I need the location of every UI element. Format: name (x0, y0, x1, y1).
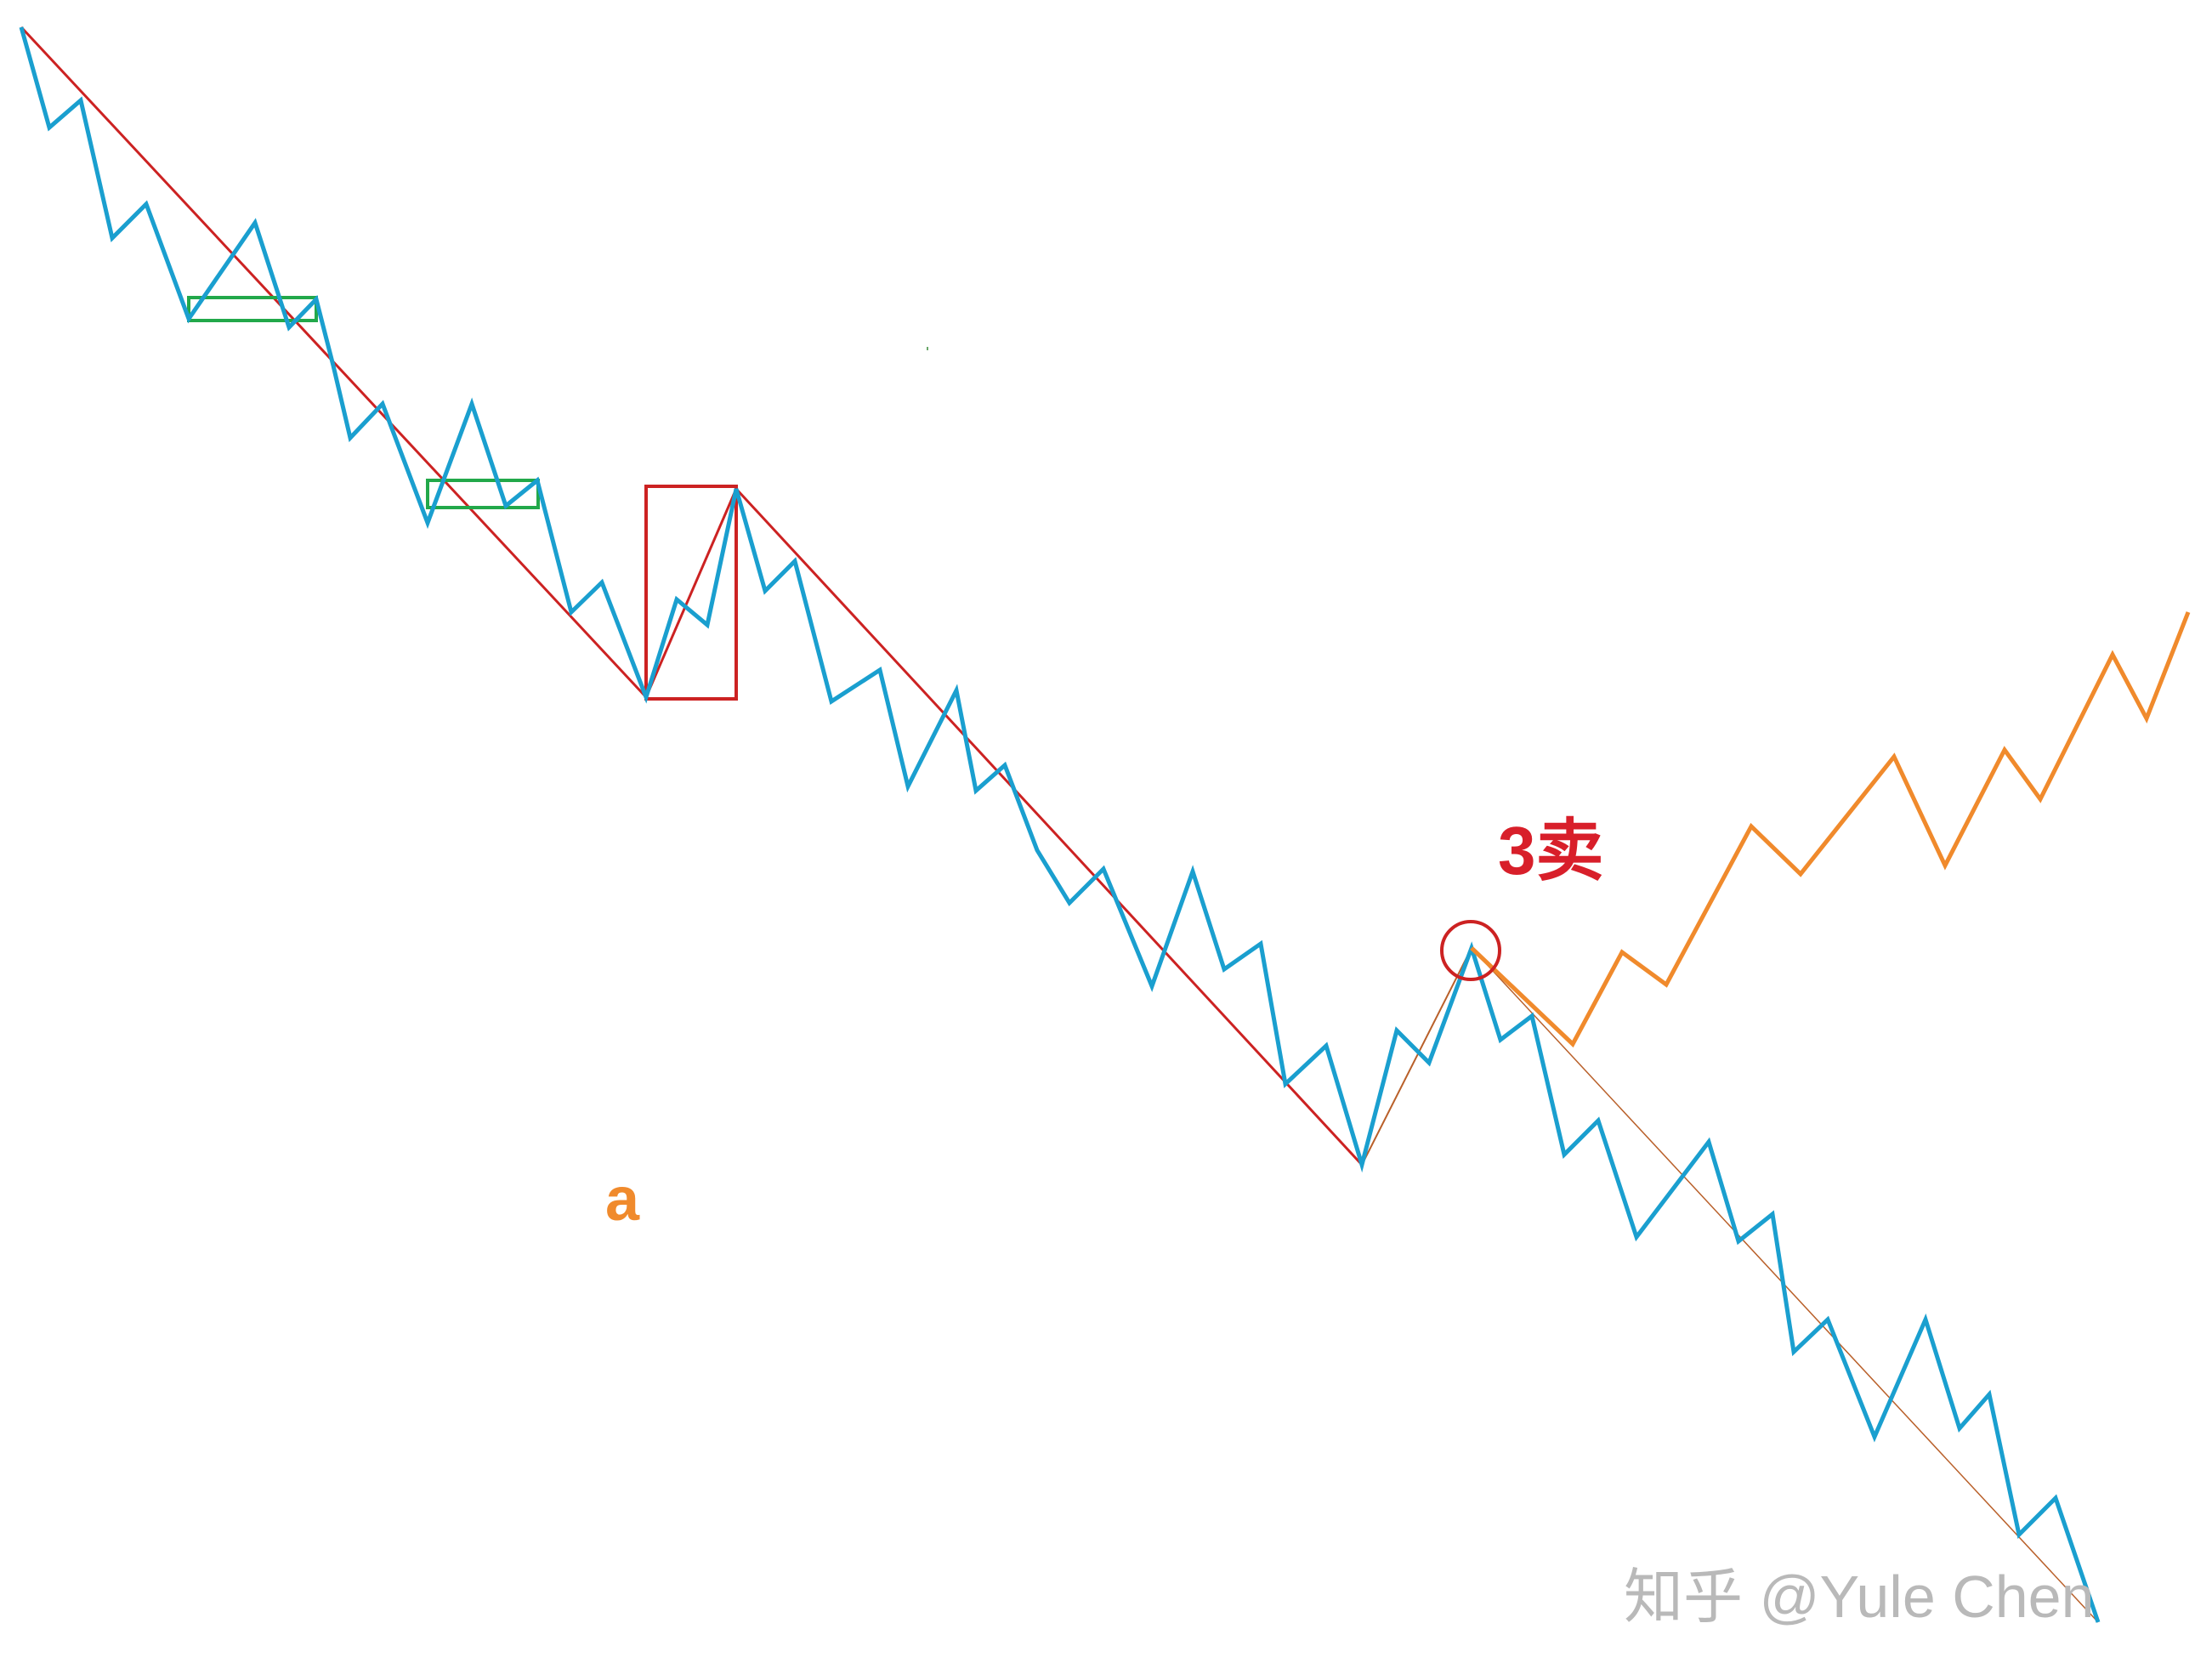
pivot-box-red (644, 485, 738, 701)
trend-line-down-2 (735, 487, 1364, 1166)
stray-dot (927, 347, 928, 350)
pivot-box-green-2 (426, 479, 540, 509)
three-sell-label: 3卖 (1498, 813, 1604, 888)
alternative-path (1470, 611, 2191, 1048)
three-sell-marker (1440, 920, 1501, 981)
trend-line-rebound (1361, 947, 1472, 1166)
price-line (19, 26, 2101, 1623)
watermark: 知乎 @Yule Chen (1624, 1564, 2095, 1630)
pivot-box-green-1 (187, 296, 318, 322)
trend-line-up (644, 488, 738, 698)
label-a: a (605, 1166, 640, 1234)
